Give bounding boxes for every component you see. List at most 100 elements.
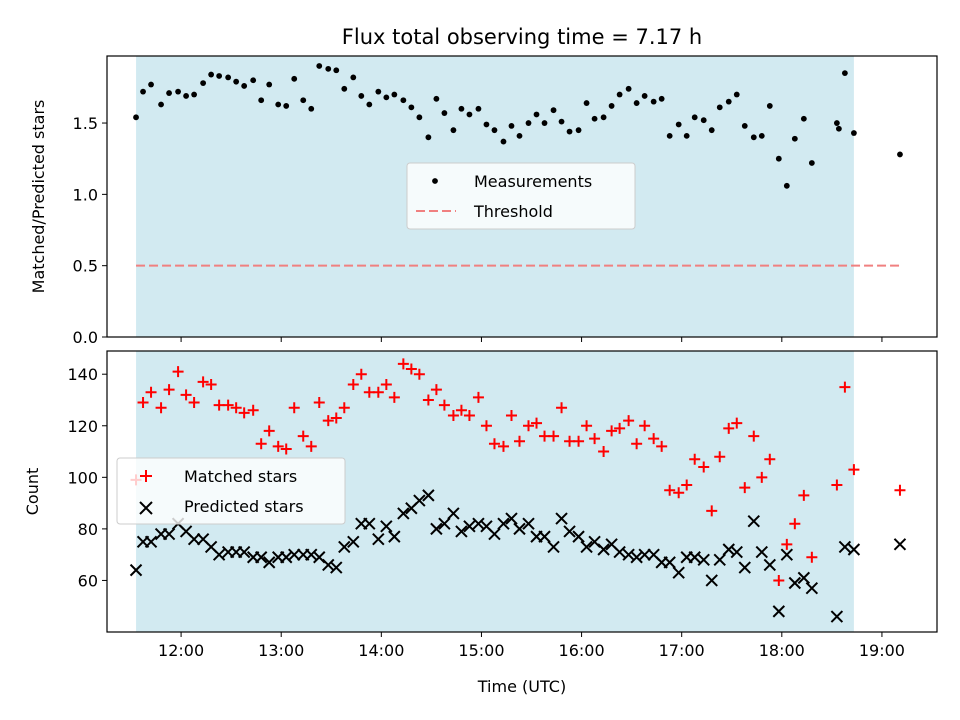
measurement-point [350, 74, 357, 81]
measurement-point [835, 125, 842, 132]
predicted-star-point [747, 514, 760, 528]
measurement-point [241, 83, 248, 89]
predicted-star-point [697, 553, 710, 567]
predicted-star-point [613, 545, 626, 559]
predicted-star-point [338, 540, 351, 554]
matched-star-point [488, 438, 500, 450]
measurement-point [140, 88, 146, 95]
matched-star-point [623, 415, 635, 427]
matched-star-point [614, 422, 626, 434]
measurement-point [575, 127, 582, 134]
matched-star-point [631, 438, 643, 450]
matched-star-point [222, 399, 234, 411]
measurement-point [775, 155, 782, 162]
legend-bottom: Matched stars Predicted stars [116, 457, 346, 525]
measurement-point [458, 105, 465, 112]
measurement-point [316, 63, 323, 69]
measurement-point [433, 95, 440, 102]
matched-star-point [648, 433, 660, 445]
chart-title: Flux total observing time = 7.17 h [342, 25, 702, 49]
measurement-point [658, 95, 665, 102]
matched-star-point [531, 417, 543, 429]
y-axis-label: Matched/Predicted stars [29, 100, 48, 294]
measurement-point [391, 91, 398, 98]
matched-star-point [698, 461, 710, 473]
measurement-point [425, 134, 432, 141]
predicted-star-point [237, 545, 251, 559]
y-tick-label: 120 [67, 417, 98, 436]
matched-star-point [197, 376, 209, 388]
matched-star-point [723, 422, 735, 434]
matched-star-point [180, 389, 192, 401]
ratio-panel: 0.0 0.5 1.0 1.5 Matched/Predicted stars Measu… [29, 55, 938, 347]
y-tick-label: 60 [78, 571, 98, 590]
matched-star-point [230, 402, 242, 414]
matched-star-point [305, 440, 317, 452]
measurement-point [666, 132, 673, 139]
measurement-point [375, 88, 382, 95]
measurement-point [266, 81, 273, 88]
measurement-point [208, 71, 215, 78]
measurement-point [758, 132, 765, 139]
measurement-point [275, 101, 282, 108]
predicted-star-point [397, 507, 410, 520]
matched-star-point [839, 381, 851, 393]
predicted-star-point [330, 561, 343, 574]
measurement-point [516, 132, 523, 139]
predicted-star-point [555, 512, 568, 525]
measurement-point [733, 91, 740, 98]
matched-star-point [263, 425, 275, 437]
predicted-star-point [772, 605, 786, 618]
predicted-star-point [730, 545, 743, 559]
y-tick-label: 0.5 [73, 257, 98, 276]
y-tick-label: 140 [67, 365, 98, 384]
measurement-point [525, 120, 532, 126]
measurement-point [500, 138, 507, 145]
measurement-point [291, 75, 298, 82]
x-tick-label: 14:00 [358, 641, 404, 660]
measurement-point [708, 127, 715, 134]
measurement-point [325, 65, 332, 72]
matched-star-point [455, 404, 467, 416]
measurement-point [833, 120, 840, 126]
legend-predicted-marker [139, 501, 153, 515]
predicted-star-point [638, 548, 651, 561]
predicted-star-point [597, 543, 610, 556]
matched-star-point [497, 440, 509, 452]
predicted-star-point [788, 576, 802, 590]
matched-star-point [848, 464, 860, 476]
predicted-star-point [705, 574, 718, 587]
matched-star-point [480, 420, 492, 432]
predicted-star-point [430, 522, 443, 536]
matched-star-point [247, 404, 259, 416]
predicted-star-point [630, 551, 643, 564]
matched-star-point [380, 379, 392, 391]
legend-matched-marker [140, 470, 152, 482]
predicted-star-point [305, 548, 318, 561]
matched-star-point [894, 484, 906, 496]
predicted-star-point [129, 563, 143, 577]
predicted-star-point [413, 494, 426, 507]
matched-star-point [338, 402, 350, 414]
predicted-star-point [322, 558, 335, 572]
measurement-point [600, 114, 607, 121]
predicted-star-point [522, 517, 535, 530]
predicted-star-point [847, 543, 861, 556]
legend-threshold-label: Threshold [473, 202, 553, 221]
predicted-star-point [488, 527, 501, 541]
measurement-point [475, 105, 482, 112]
measurement-point [750, 134, 757, 141]
measurement-point [583, 100, 590, 106]
measurement-point [450, 127, 457, 134]
matched-star-point [573, 435, 585, 447]
x-tick-label: 17:00 [659, 641, 705, 660]
measurement-point [400, 97, 407, 104]
predicted-star-point [144, 535, 158, 548]
axes-frame [106, 55, 938, 338]
predicted-star-point [472, 517, 485, 530]
predicted-star-point [363, 517, 376, 530]
predicted-star-point [447, 507, 460, 520]
predicted-star-point [388, 530, 401, 543]
x-tick-label: 13:00 [258, 641, 304, 660]
matched-star-point [789, 518, 801, 530]
